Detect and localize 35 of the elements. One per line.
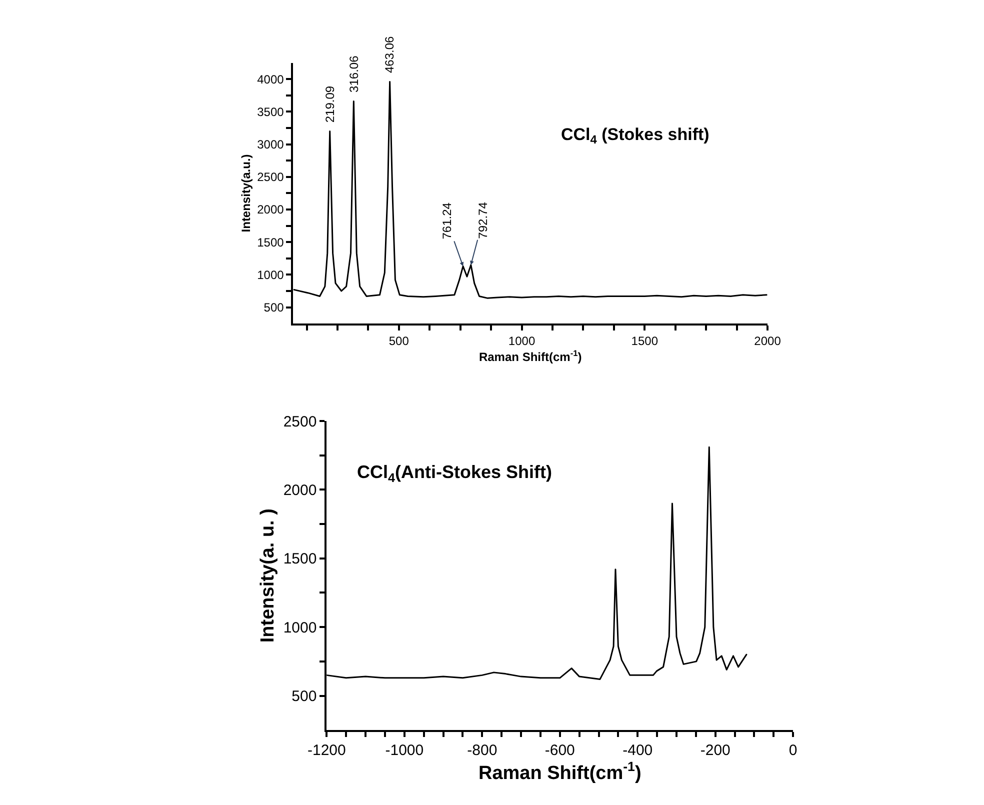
y-tick-label: 2500 <box>257 170 284 184</box>
y-axis-title: Intensity(a.u.) <box>238 154 253 232</box>
x-axis-title: Raman Shift(cm$^{-1}$) <box>478 348 582 364</box>
y-tick-label: 500 <box>292 688 317 706</box>
x-tick-label: 2000 <box>754 334 782 348</box>
y-tick-label: 2000 <box>283 482 317 499</box>
x-tick-label: 0 <box>788 742 798 760</box>
x-tick-label: -200 <box>700 742 730 760</box>
annotation: 792.74 <box>476 202 490 239</box>
y-tick-label: 1500 <box>257 235 284 250</box>
x-tick-label: 1500 <box>631 334 658 348</box>
annotation: 463.06 <box>382 36 397 74</box>
y-tick-label: 3000 <box>257 138 284 152</box>
x-tick-label: 1000 <box>508 334 536 348</box>
y-tick-label: 2000 <box>257 202 284 217</box>
x-tick-label: -600 <box>544 742 575 760</box>
y-tick-label: 1500 <box>283 550 317 568</box>
y-tick-label: 500 <box>264 300 284 315</box>
x-tick-label: -1200 <box>308 742 346 760</box>
text: CCl$_{4}$(Anti-Stokes Shift) <box>357 462 552 485</box>
annotation: 316.06 <box>346 55 361 92</box>
text: CCl$_{4}$ (Stokes shift) <box>561 125 710 147</box>
y-tick-label: 1000 <box>283 619 317 636</box>
x-axis-title: Raman Shift(cm$^{-1}$) <box>478 759 642 784</box>
annotation: 219.09 <box>323 86 338 123</box>
y-tick-label: 2500 <box>283 413 317 430</box>
x-tick-label: -800 <box>467 742 498 760</box>
x-tick-label: -1000 <box>385 742 424 760</box>
x-tick-label: 500 <box>388 334 410 348</box>
y-tick-label: 4000 <box>257 72 284 86</box>
y-tick-label: 1000 <box>257 268 284 282</box>
y-tick-label: 3500 <box>257 104 284 119</box>
annotation: 761.24 <box>440 202 454 240</box>
x-tick-label: -400 <box>622 742 653 760</box>
y-axis-title: Intensity(a. u. ) <box>258 508 279 643</box>
